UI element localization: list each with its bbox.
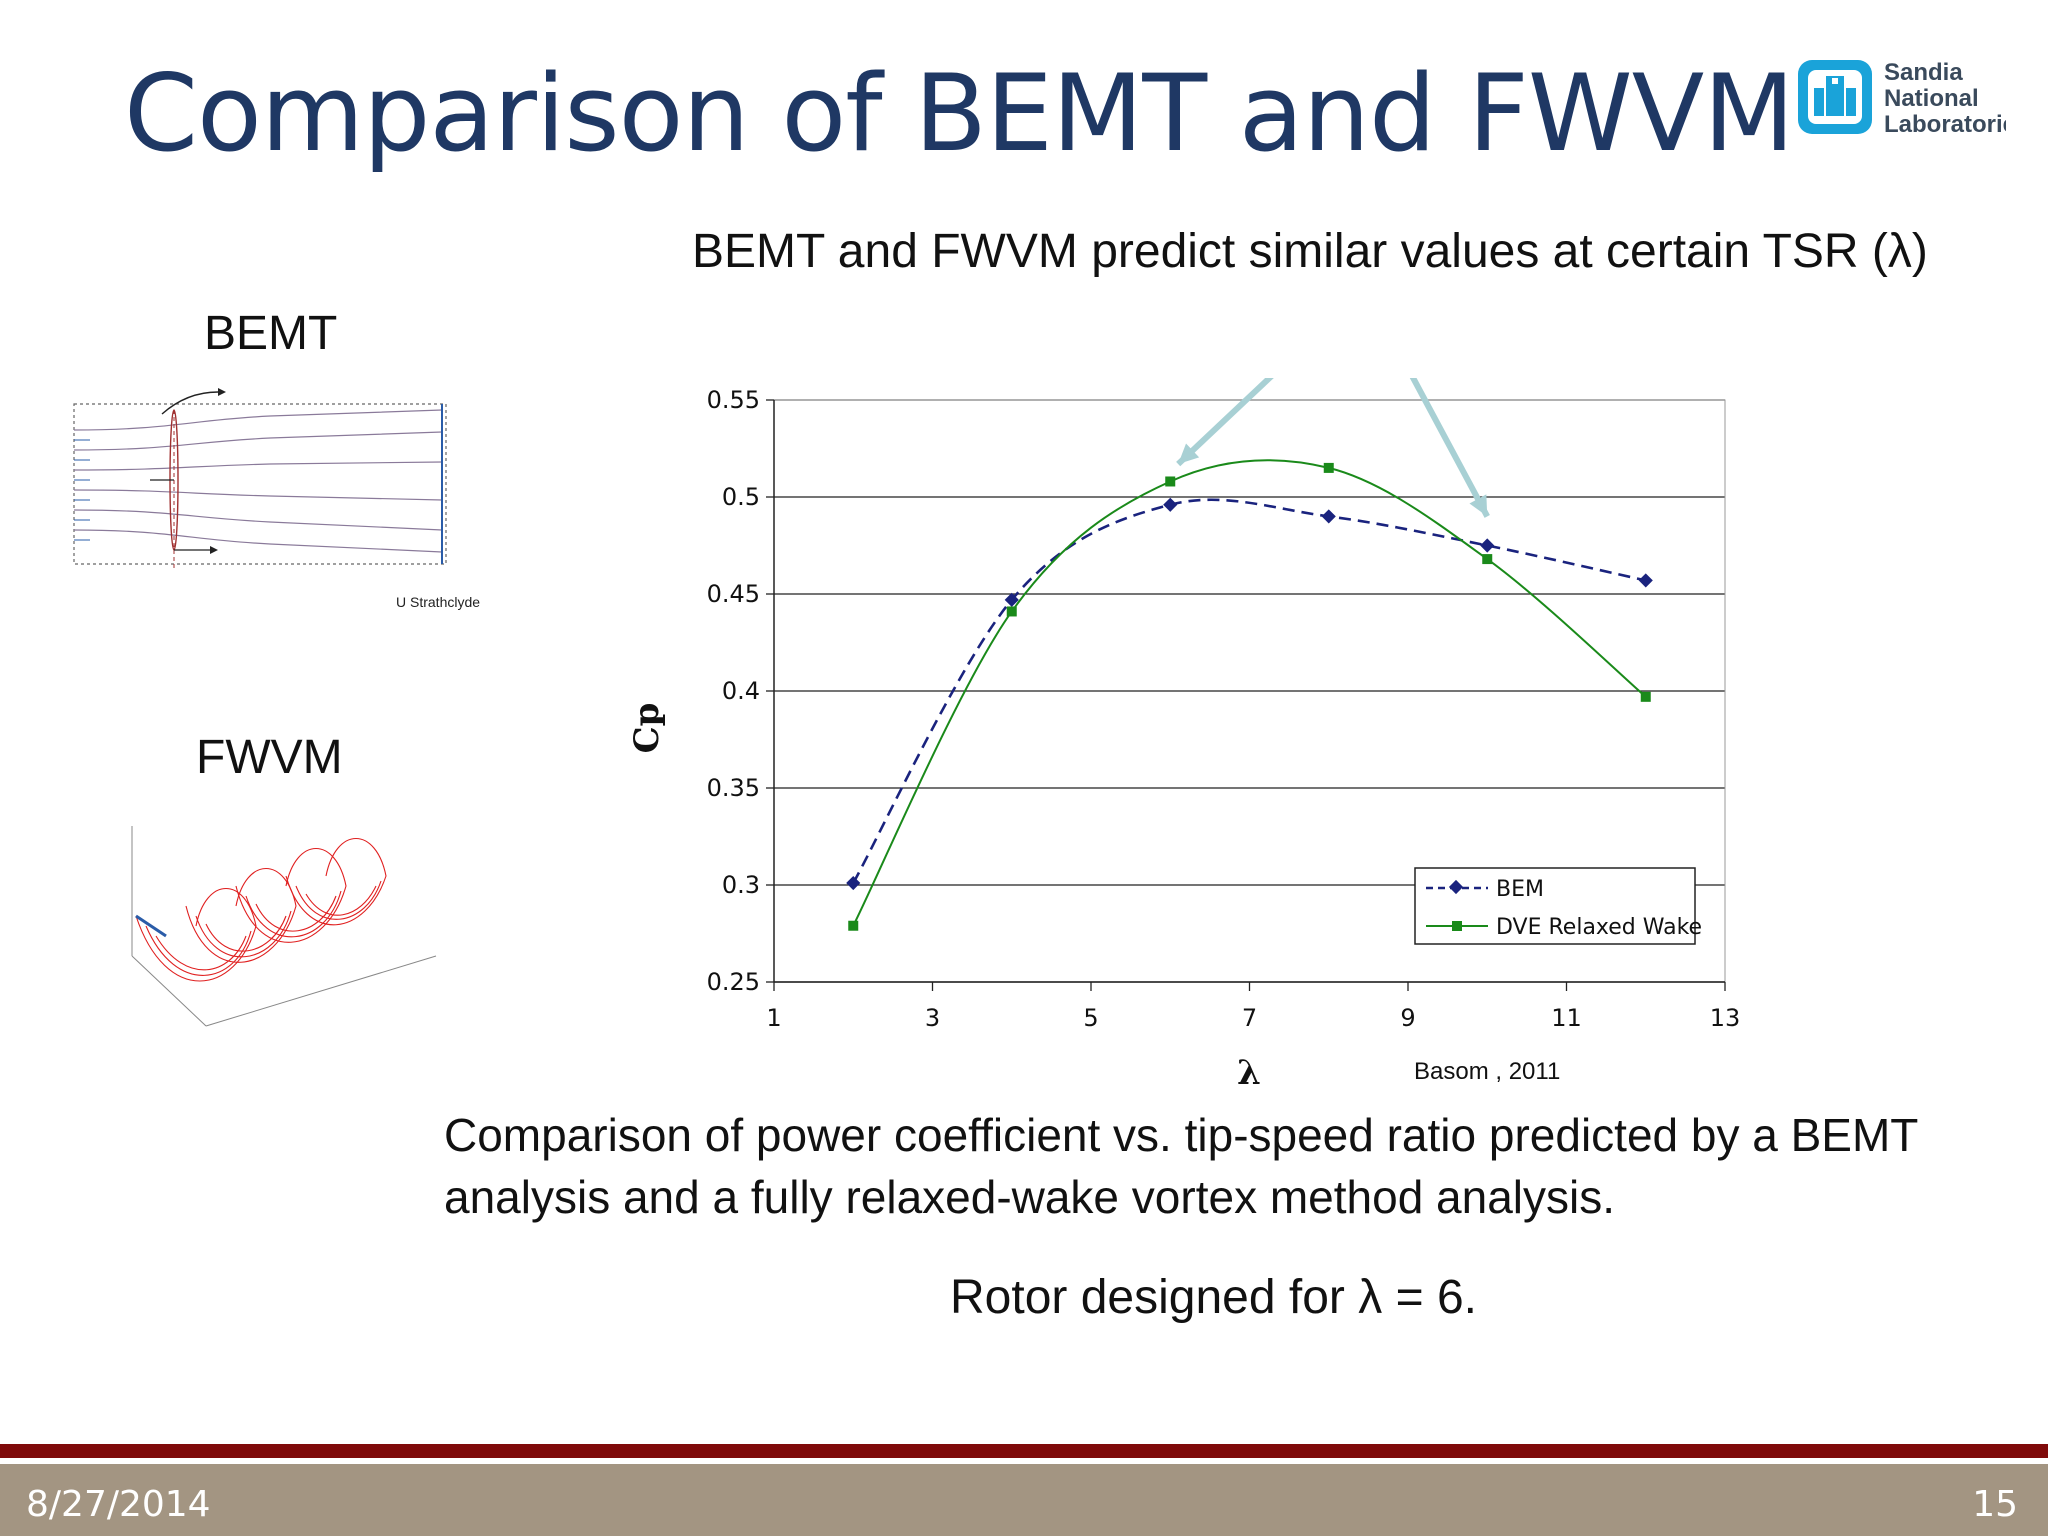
x-tick-label: 5 (1083, 1004, 1098, 1032)
y-tick-label: 0.25 (707, 968, 760, 996)
cp-vs-tsr-chart: 0.250.30.350.40.450.50.55 1 3 5 7 9 11 13 Cp λ… (630, 378, 1740, 1093)
series-0-point (1004, 592, 1019, 607)
arrow-right-head (1469, 494, 1488, 517)
bemt-control-volume-diagram (73, 388, 447, 570)
series-1-point (1006, 606, 1017, 617)
series-1-point (1482, 554, 1493, 565)
footer-bar (0, 1464, 2048, 1536)
x-tick-label: 7 (1242, 1004, 1257, 1032)
arrow-left-shaft (1176, 378, 1274, 467)
chart-series (852, 459, 1647, 927)
y-axis-label: Cp (630, 703, 667, 754)
x-axis-label: λ (1237, 1053, 1261, 1093)
y-tick-label: 0.4 (722, 677, 760, 705)
callout-arrows (1176, 378, 1490, 518)
y-tick-label: 0.3 (722, 871, 760, 899)
fwvm-wake-diagram (131, 826, 437, 1027)
arrow-right-shaft (1409, 378, 1490, 518)
x-tick-label: 11 (1551, 1004, 1582, 1032)
slide-title: Comparison of BEMT and FWVM (124, 52, 1795, 175)
arrow-left-head (1178, 443, 1200, 465)
x-tick-label: 3 (925, 1004, 940, 1032)
chart-credit: Basom , 2011 (1414, 1058, 1561, 1085)
x-tick-label: 1 (766, 1004, 781, 1032)
logo-line-2: National (1884, 85, 1979, 112)
legend-label-bem: BEM (1496, 877, 1544, 902)
figure-caption: Comparison of power coefficient vs. tip-… (444, 1109, 1918, 1223)
series-1-point (1323, 462, 1334, 473)
legend-label-dve: DVE Relaxed Wake (1496, 915, 1702, 940)
y-tick-label: 0.55 (707, 386, 760, 414)
y-tick-label: 0.5 (722, 483, 760, 511)
series-0-point (1480, 538, 1495, 553)
bemt-credit: U Strathclyde (396, 594, 481, 610)
logo-line-1: Sandia (1884, 59, 1963, 86)
legend-marker-bem (1448, 879, 1464, 895)
series-1-point (1640, 691, 1651, 702)
series-0-point (1321, 509, 1336, 524)
y-tick-label: 0.35 (707, 774, 760, 802)
y-tick-labels: 0.25 0.3 0.35 0.4 0.45 0.5 0.55 (707, 386, 760, 996)
logo-line-3: Laboratories (1884, 111, 2006, 138)
rotor-design-note: Rotor designed for λ = 6. (950, 1271, 1477, 1324)
series-0-point (1163, 497, 1178, 512)
series-line-1 (852, 459, 1647, 927)
series-1-point (848, 920, 859, 931)
footer-accent-bar (0, 1444, 2048, 1458)
legend-box (1414, 867, 1696, 945)
x-tick-labels: 1 3 5 7 9 11 13 (766, 1004, 1740, 1032)
callout-text: BEMT and FWVM predict similar values at … (692, 225, 1928, 278)
chart-markers (846, 462, 1653, 931)
bemt-label: BEMT (204, 307, 338, 360)
series-0-point (846, 875, 861, 891)
chart-legend: BEM DVE Relaxed Wake (1414, 867, 1702, 945)
series-0-point (1638, 573, 1653, 588)
legend-marker-dve (1452, 921, 1462, 931)
y-tick-label: 0.45 (707, 580, 760, 608)
x-tick-label: 9 (1400, 1004, 1415, 1032)
footer-date: 8/27/2014 (26, 1484, 211, 1525)
x-tick-label: 13 (1710, 1004, 1741, 1032)
footer-page-number: 15 (1972, 1484, 2018, 1525)
sandia-logo: Sandia National Laboratories (1798, 59, 2006, 138)
fwvm-label: FWVM (196, 731, 343, 784)
series-1-point (1165, 476, 1176, 487)
